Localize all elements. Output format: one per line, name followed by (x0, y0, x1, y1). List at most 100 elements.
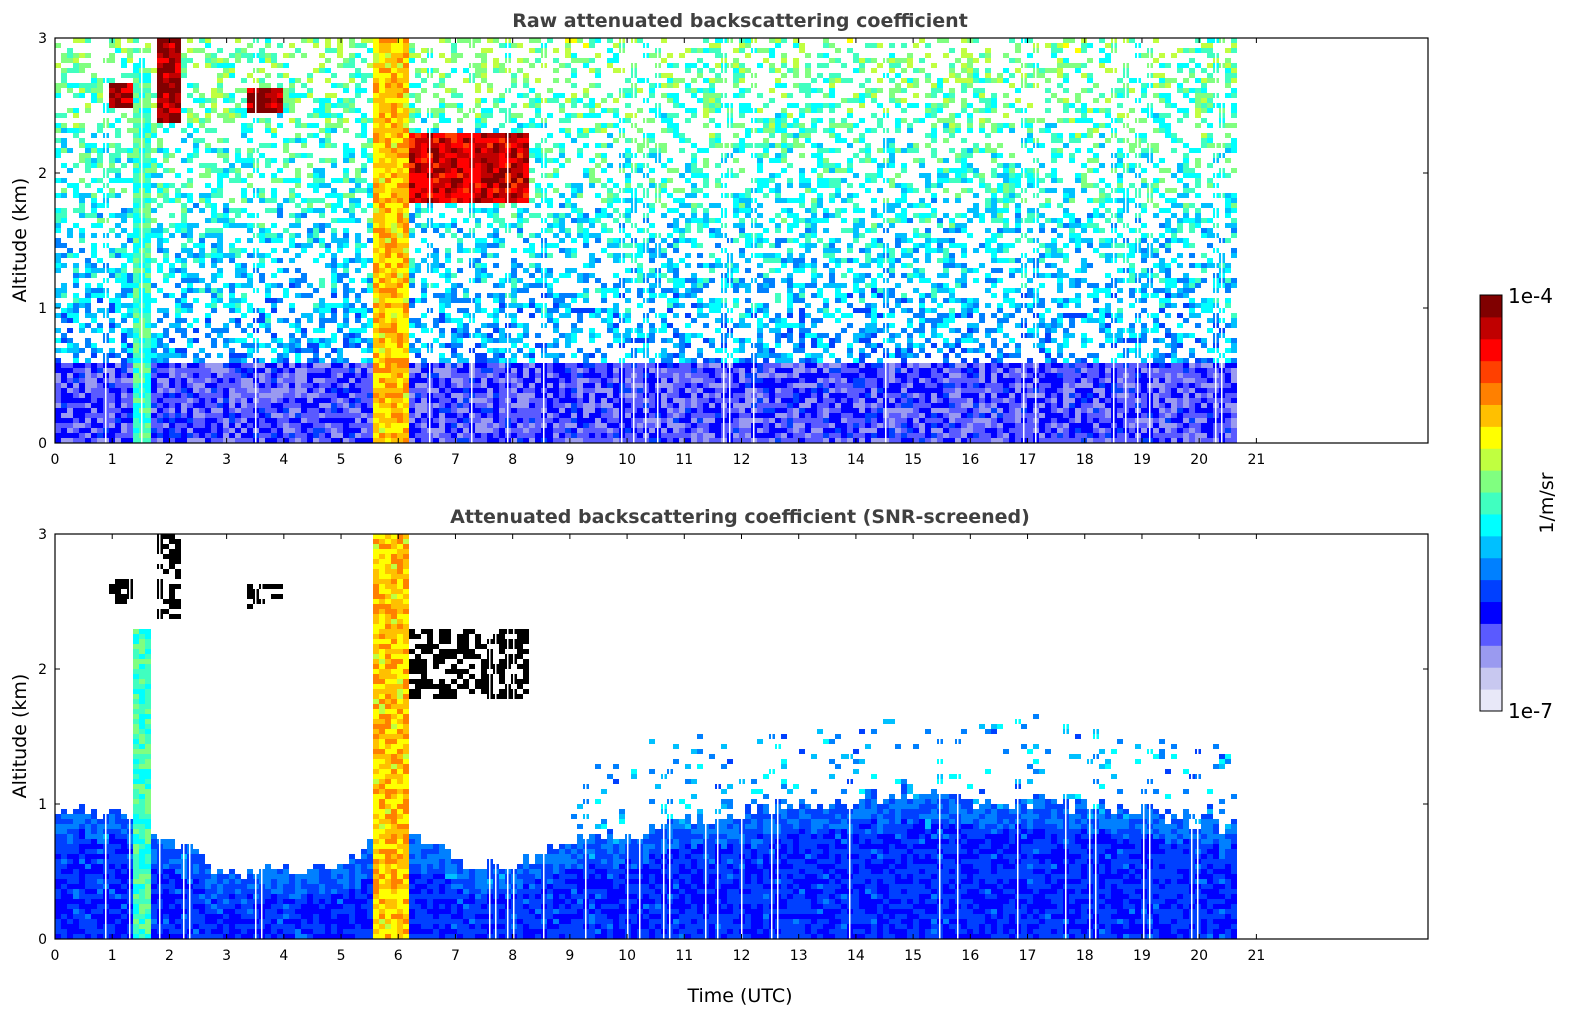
heatmap-cell (565, 398, 571, 403)
heatmap-cell (109, 58, 115, 63)
heatmap-cell (223, 153, 229, 158)
heatmap-cell (307, 203, 313, 208)
heatmap-cell (265, 373, 271, 378)
heatmap-cell (175, 368, 181, 373)
heatmap-cell (205, 283, 211, 288)
heatmap-cell (457, 173, 463, 178)
heatmap-cell (493, 243, 499, 248)
heatmap-cell (397, 93, 403, 98)
heatmap-cell (163, 78, 169, 83)
heatmap-cell (109, 368, 115, 373)
heatmap-cell (115, 143, 121, 148)
heatmap-cell (331, 428, 337, 433)
heatmap-cell (229, 413, 235, 418)
heatmap-cell (487, 163, 493, 168)
heatmap-cell (313, 238, 319, 243)
heatmap-cell (265, 298, 271, 303)
heatmap-cell (163, 98, 169, 103)
heatmap-cell (595, 163, 601, 168)
heatmap-cell (175, 348, 181, 353)
heatmap-cell (133, 408, 139, 413)
heatmap-cell (169, 68, 175, 73)
heatmap-cell (301, 393, 307, 398)
heatmap-cell (295, 133, 301, 138)
heatmap-cell (445, 138, 451, 143)
heatmap-cell (397, 313, 403, 318)
heatmap-cell (85, 378, 91, 383)
heatmap-cell (127, 118, 133, 123)
heatmap-cell (385, 198, 391, 203)
heatmap-cell (397, 308, 403, 313)
heatmap-cell (223, 73, 229, 78)
heatmap-cell (577, 38, 583, 43)
heatmap-cell (397, 338, 403, 343)
heatmap-cell (265, 198, 271, 203)
heatmap-cell (475, 303, 481, 308)
heatmap-cell (265, 408, 271, 413)
heatmap-cell (145, 423, 151, 428)
heatmap-cell (487, 393, 493, 398)
heatmap-cell (85, 298, 91, 303)
heatmap-cell (181, 53, 187, 58)
heatmap-cell (451, 368, 457, 373)
heatmap-cell (349, 43, 355, 48)
heatmap-cell (319, 63, 325, 68)
heatmap-cell (235, 338, 241, 343)
heatmap-cell (409, 83, 415, 88)
heatmap-cell (313, 338, 319, 343)
heatmap-cell (409, 48, 415, 53)
heatmap-cell (145, 163, 151, 168)
heatmap-cell (637, 293, 643, 298)
heatmap-cell (133, 433, 139, 438)
heatmap-cell (547, 158, 553, 163)
heatmap-cell (211, 288, 217, 293)
heatmap-cell (373, 233, 379, 238)
heatmap-cell (325, 123, 331, 128)
heatmap-cell (397, 408, 403, 413)
heatmap-cell (325, 438, 331, 443)
heatmap-cell (391, 318, 397, 323)
heatmap-cell (481, 398, 487, 403)
heatmap-cell (385, 313, 391, 318)
heatmap-cell (535, 203, 541, 208)
heatmap-cell (373, 373, 379, 378)
heatmap-cell (439, 353, 445, 358)
heatmap-cell (295, 218, 301, 223)
heatmap-cell (385, 253, 391, 258)
heatmap-cell (325, 128, 331, 133)
heatmap-cell (271, 273, 277, 278)
heatmap-cell (415, 168, 421, 173)
heatmap-cell (73, 403, 79, 408)
heatmap-cell (403, 383, 409, 388)
heatmap-cell (379, 248, 385, 253)
heatmap-cell (109, 353, 115, 358)
heatmap-cell (583, 143, 589, 148)
heatmap-cell (391, 128, 397, 133)
heatmap-cell (283, 148, 289, 153)
heatmap-cell (499, 398, 505, 403)
heatmap-cell (163, 113, 169, 118)
heatmap-cell (235, 88, 241, 93)
heatmap-cell (235, 108, 241, 113)
heatmap-cell (145, 398, 151, 403)
heatmap-cell (571, 393, 577, 398)
heatmap-cell (259, 323, 265, 328)
heatmap-cell (241, 178, 247, 183)
heatmap-cell (157, 203, 163, 208)
heatmap-cell (613, 323, 619, 328)
heatmap-cell (385, 68, 391, 73)
heatmap-cell (361, 413, 367, 418)
heatmap-cell (217, 153, 223, 158)
heatmap-cell (307, 413, 313, 418)
heatmap-cell (115, 193, 121, 198)
heatmap-cell (301, 53, 307, 58)
heatmap-cell (373, 413, 379, 418)
heatmap-cell (283, 228, 289, 233)
heatmap-cell (289, 303, 295, 308)
heatmap-cell (361, 73, 367, 78)
heatmap-cell (559, 388, 565, 393)
heatmap-cell (439, 73, 445, 78)
heatmap-cell (397, 153, 403, 158)
heatmap-cell (421, 418, 427, 423)
heatmap-cell (517, 178, 523, 183)
